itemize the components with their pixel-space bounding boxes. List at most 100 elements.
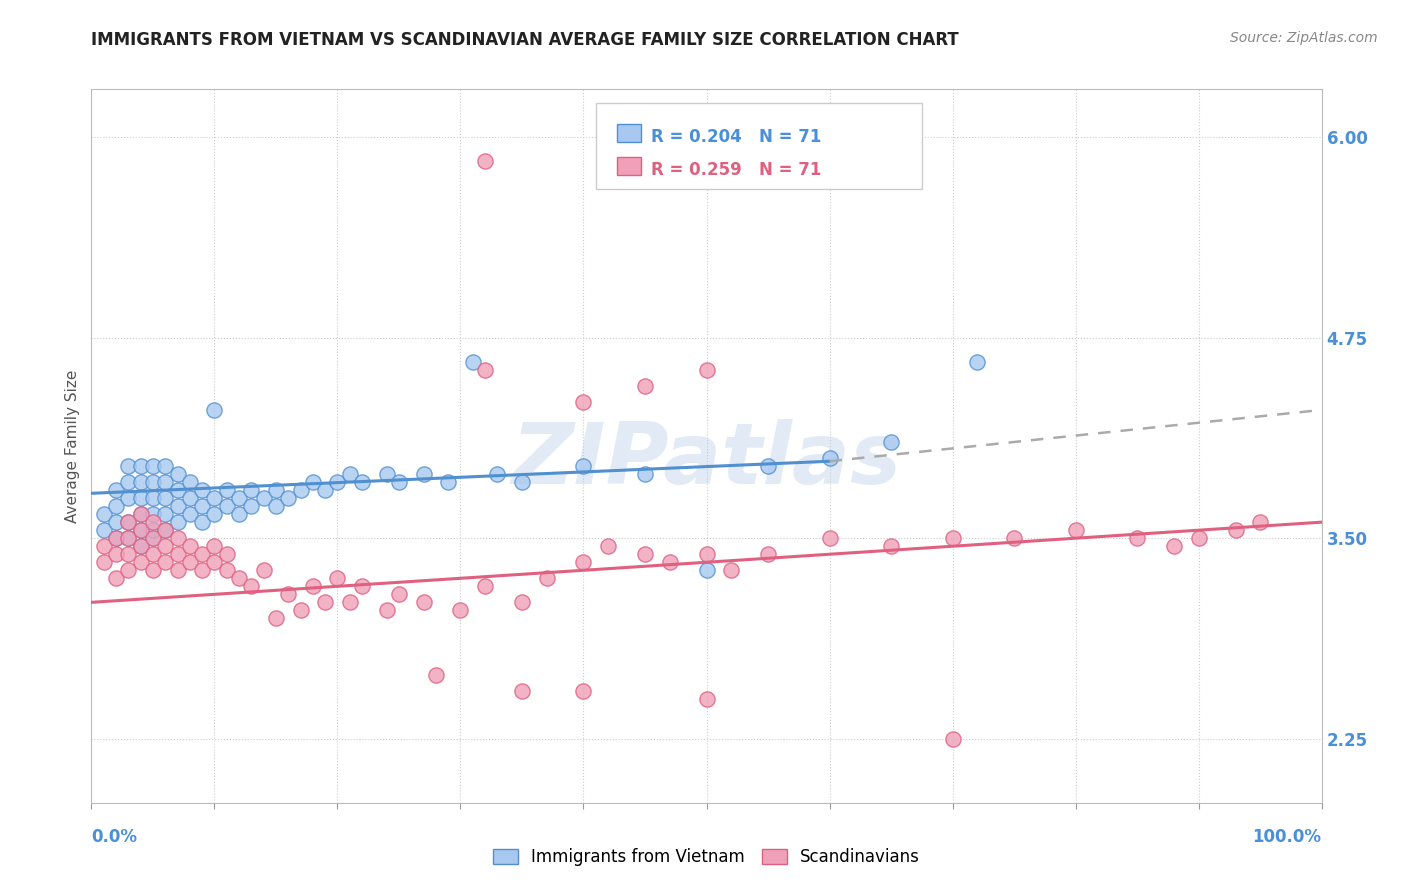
Point [658, 555, 681, 569]
Point [166, 467, 188, 481]
Point [202, 403, 225, 417]
Point [720, 563, 742, 577]
Point [117, 547, 139, 561]
Point [202, 555, 225, 569]
Point [375, 467, 398, 481]
Point [339, 595, 361, 609]
FancyBboxPatch shape [596, 103, 922, 189]
Point [880, 435, 903, 450]
Point [240, 483, 263, 497]
Point [166, 531, 188, 545]
Point [153, 475, 177, 489]
Point [290, 603, 312, 617]
Point [695, 363, 717, 377]
Point [166, 499, 188, 513]
Point [142, 475, 165, 489]
Point [228, 491, 250, 505]
Point [191, 563, 214, 577]
Point [756, 458, 779, 473]
Point [191, 547, 214, 561]
Point [412, 467, 434, 481]
Point [437, 475, 460, 489]
Point [105, 499, 127, 513]
Point [352, 475, 374, 489]
Text: R = 0.259   N = 71: R = 0.259 N = 71 [651, 161, 821, 178]
Point [105, 547, 127, 561]
Point [510, 595, 533, 609]
Point [572, 683, 595, 698]
Point [153, 491, 177, 505]
Point [301, 579, 323, 593]
Point [142, 547, 165, 561]
Point [880, 539, 903, 553]
Point [695, 691, 717, 706]
Point [966, 355, 988, 369]
Point [129, 523, 152, 537]
Point [129, 507, 152, 521]
Point [105, 515, 127, 529]
Point [142, 531, 165, 545]
Point [117, 515, 139, 529]
Point [153, 555, 177, 569]
Point [326, 571, 349, 585]
Point [105, 571, 127, 585]
Point [191, 499, 214, 513]
Point [191, 515, 214, 529]
Point [474, 154, 496, 169]
Point [339, 467, 361, 481]
Point [93, 523, 115, 537]
Point [215, 563, 238, 577]
Point [941, 731, 963, 746]
Point [326, 475, 349, 489]
Point [277, 491, 299, 505]
Point [314, 483, 336, 497]
FancyBboxPatch shape [617, 157, 641, 175]
Point [129, 507, 152, 521]
Point [179, 555, 201, 569]
Point [117, 515, 139, 529]
Point [290, 483, 312, 497]
Point [240, 499, 263, 513]
Y-axis label: Average Family Size: Average Family Size [65, 369, 80, 523]
Point [166, 483, 188, 497]
Point [572, 555, 595, 569]
Point [572, 395, 595, 409]
Point [202, 491, 225, 505]
Point [117, 531, 139, 545]
Point [536, 571, 558, 585]
Point [215, 547, 238, 561]
Point [388, 475, 411, 489]
Point [202, 507, 225, 521]
Point [215, 499, 238, 513]
Point [129, 475, 152, 489]
Point [228, 507, 250, 521]
Point [179, 507, 201, 521]
Point [240, 579, 263, 593]
Point [510, 683, 533, 698]
Text: R = 0.204   N = 71: R = 0.204 N = 71 [651, 128, 821, 146]
Point [941, 531, 963, 545]
Point [1225, 523, 1247, 537]
Point [474, 363, 496, 377]
Point [129, 539, 152, 553]
Point [1064, 523, 1087, 537]
Text: IMMIGRANTS FROM VIETNAM VS SCANDINAVIAN AVERAGE FAMILY SIZE CORRELATION CHART: IMMIGRANTS FROM VIETNAM VS SCANDINAVIAN … [91, 31, 959, 49]
Point [756, 547, 779, 561]
Point [142, 523, 165, 537]
Point [117, 458, 139, 473]
Point [166, 547, 188, 561]
Point [153, 523, 177, 537]
Point [142, 491, 165, 505]
Point [93, 555, 115, 569]
Point [129, 458, 152, 473]
Point [253, 491, 276, 505]
Text: ZIPatlas: ZIPatlas [512, 418, 901, 502]
Point [142, 531, 165, 545]
Point [153, 539, 177, 553]
Point [117, 475, 139, 489]
Point [695, 563, 717, 577]
Point [153, 523, 177, 537]
Point [388, 587, 411, 601]
Point [634, 379, 657, 393]
Point [191, 483, 214, 497]
